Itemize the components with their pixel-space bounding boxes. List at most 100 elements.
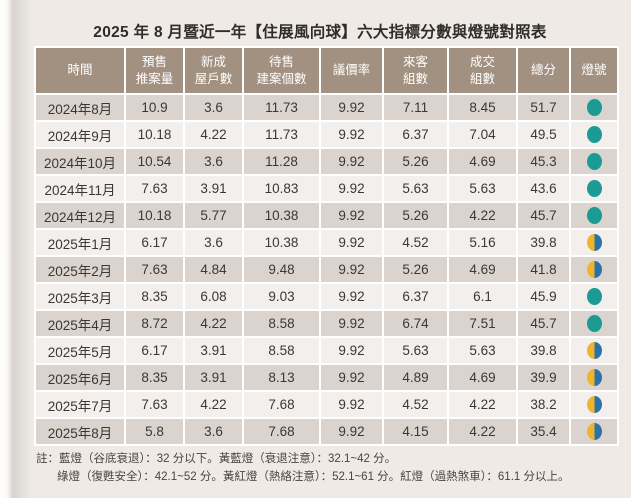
value-cell-total: 35.4 (518, 419, 569, 444)
value-cell-negotiation: 9.92 (321, 257, 382, 282)
value-cell-new-homes: 3.6 (185, 230, 242, 255)
signal-cell (571, 284, 617, 309)
value-cell-new-homes: 3.6 (185, 149, 242, 174)
table-row: 2025年1月 6.17 3.6 10.38 9.92 4.52 5.16 39.8 (36, 230, 617, 255)
value-cell-total: 45.7 (518, 311, 569, 336)
column-header-deals: 成交 組數 (449, 48, 516, 93)
value-cell-unsold: 11.73 (244, 95, 319, 120)
value-cell-unsold: 8.58 (244, 338, 319, 363)
value-cell-deals: 5.16 (449, 230, 516, 255)
value-cell-new-homes: 3.91 (185, 338, 242, 363)
yellow-blue-light-icon (586, 423, 602, 440)
time-cell: 2024年11月 (36, 176, 124, 201)
value-cell-presale: 7.63 (126, 257, 183, 282)
value-cell-total: 45.9 (518, 284, 569, 309)
value-cell-negotiation: 9.92 (321, 230, 382, 255)
value-cell-deals: 4.22 (449, 392, 516, 417)
value-cell-deals: 4.22 (449, 419, 516, 444)
value-cell-deals: 8.45 (449, 95, 516, 120)
value-cell-presale: 7.63 (126, 176, 183, 201)
value-cell-unsold: 8.58 (244, 311, 319, 336)
value-cell-new-homes: 3.6 (185, 95, 242, 120)
value-cell-unsold: 7.68 (244, 419, 319, 444)
value-cell-presale: 7.63 (126, 392, 183, 417)
value-cell-new-homes: 4.22 (185, 122, 242, 147)
value-cell-total: 41.8 (518, 257, 569, 282)
value-cell-unsold: 9.03 (244, 284, 319, 309)
value-cell-negotiation: 9.92 (321, 149, 382, 174)
column-header-total: 總分 (518, 48, 569, 93)
value-cell-total: 49.5 (518, 122, 569, 147)
green-light-icon (586, 207, 602, 224)
value-cell-unsold: 9.48 (244, 257, 319, 282)
table-row: 2024年9月 10.18 4.22 11.73 9.92 6.37 7.04 49.5 (36, 122, 617, 147)
value-cell-presale: 8.35 (126, 284, 183, 309)
value-cell-visitors: 4.15 (384, 419, 447, 444)
time-cell: 2025年7月 (36, 392, 124, 417)
signal-cell (571, 230, 617, 255)
signal-cell (571, 149, 617, 174)
value-cell-presale: 6.17 (126, 230, 183, 255)
value-cell-deals: 6.1 (449, 284, 516, 309)
value-cell-visitors: 6.37 (384, 122, 447, 147)
value-cell-deals: 7.51 (449, 311, 516, 336)
time-cell: 2024年8月 (36, 95, 124, 120)
time-cell: 2025年2月 (36, 257, 124, 282)
value-cell-new-homes: 6.08 (185, 284, 242, 309)
footnote-line-2: 綠燈（復甦安全）：42.1~52 分。黃紅燈（熱絡注意）：52.1~61 分。紅… (57, 470, 570, 483)
value-cell-negotiation: 9.92 (321, 419, 382, 444)
column-header-unsold: 待售 建案個數 (244, 48, 319, 93)
time-cell: 2024年9月 (36, 122, 124, 147)
value-cell-visitors: 4.89 (384, 365, 447, 390)
value-cell-unsold: 10.83 (244, 176, 319, 201)
value-cell-unsold: 10.38 (244, 230, 319, 255)
table-row: 2024年11月 7.63 3.91 10.83 9.92 5.63 5.63 43.6 (36, 176, 617, 201)
signal-cell (571, 365, 617, 390)
column-header-visitors: 來客 組數 (384, 48, 447, 93)
table-row: 2025年7月 7.63 4.22 7.68 9.92 4.52 4.22 38.2 (36, 392, 617, 417)
yellow-blue-light-icon (586, 342, 602, 359)
value-cell-new-homes: 3.91 (185, 176, 242, 201)
indicator-score-table: 時間 預售 推案量 新成 屋戶數 待售 建案個數 議價率 來客 組數 成交 組數 總分 燈號 2024年8… (34, 46, 619, 446)
table-row: 2024年12月 10.18 5.77 10.38 9.92 5.26 4.22 45.7 (36, 203, 617, 228)
time-cell: 2024年10月 (36, 149, 124, 174)
value-cell-unsold: 8.13 (244, 365, 319, 390)
table-row: 2025年5月 6.17 3.91 8.58 9.92 5.63 5.63 39.8 (36, 338, 617, 363)
value-cell-visitors: 5.63 (384, 176, 447, 201)
value-cell-visitors: 4.52 (384, 392, 447, 417)
signal-cell (571, 311, 617, 336)
value-cell-presale: 6.17 (126, 338, 183, 363)
value-cell-unsold: 10.38 (244, 203, 319, 228)
signal-cell (571, 257, 617, 282)
value-cell-deals: 4.22 (449, 203, 516, 228)
value-cell-visitors: 5.26 (384, 203, 447, 228)
value-cell-presale: 10.18 (126, 203, 183, 228)
green-light-icon (586, 126, 602, 143)
signal-cell (571, 419, 617, 444)
signal-cell (571, 203, 617, 228)
table-header-row: 時間 預售 推案量 新成 屋戶數 待售 建案個數 議價率 來客 組數 成交 組數 總分 燈號 (36, 48, 617, 93)
value-cell-total: 45.3 (518, 149, 569, 174)
time-cell: 2025年4月 (36, 311, 124, 336)
page-left-scan-shadow (0, 0, 34, 498)
value-cell-visitors: 5.26 (384, 149, 447, 174)
footnote: 註：藍燈（谷底衰退）：32 分以下。黃藍燈（衰退注意）：32.1~42 分。 綠… (36, 451, 570, 487)
yellow-blue-light-icon (586, 369, 602, 386)
column-header-presale: 預售 推案量 (126, 48, 183, 93)
value-cell-visitors: 7.11 (384, 95, 447, 120)
value-cell-presale: 10.18 (126, 122, 183, 147)
value-cell-negotiation: 9.92 (321, 365, 382, 390)
value-cell-new-homes: 4.84 (185, 257, 242, 282)
page-title: 2025 年 8 月暨近一年【住展風向球】六大指標分數與燈號對照表 (93, 24, 547, 41)
signal-cell (571, 338, 617, 363)
value-cell-total: 43.6 (518, 176, 569, 201)
value-cell-new-homes: 4.22 (185, 392, 242, 417)
value-cell-new-homes: 4.22 (185, 311, 242, 336)
footnote-line-1: 註：藍燈（谷底衰退）：32 分以下。黃藍燈（衰退注意）：32.1~42 分。 (36, 453, 397, 465)
value-cell-new-homes: 3.6 (185, 419, 242, 444)
column-header-negotiation: 議價率 (321, 48, 382, 93)
yellow-blue-light-icon (586, 261, 602, 278)
value-cell-deals: 5.63 (449, 176, 516, 201)
value-cell-total: 45.7 (518, 203, 569, 228)
value-cell-total: 39.8 (518, 338, 569, 363)
